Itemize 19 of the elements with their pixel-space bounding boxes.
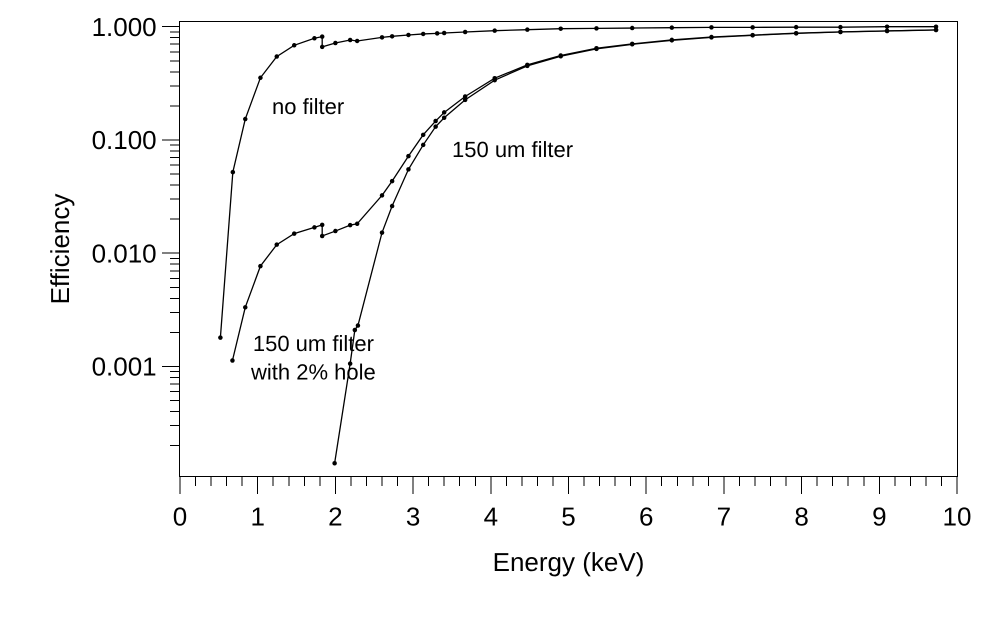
y-tick-label: 0.001 bbox=[92, 352, 157, 382]
x-tick-label: 4 bbox=[484, 501, 498, 532]
x-tick-label: 9 bbox=[872, 501, 887, 532]
y-tick-label: 0.010 bbox=[92, 238, 157, 268]
x-tick-label: 3 bbox=[406, 501, 420, 532]
x-tick-label: 2 bbox=[328, 501, 343, 532]
y-tick-label: 0.100 bbox=[92, 125, 157, 156]
x-tick-label: 1 bbox=[250, 501, 265, 532]
x-axis-title: Energy (keV) bbox=[492, 547, 644, 578]
y-tick-label: 1.000 bbox=[92, 12, 157, 42]
series-label: 150 um filter bbox=[452, 137, 574, 162]
x-tick-label: 0 bbox=[172, 501, 188, 532]
x-tick-label: 10 bbox=[942, 501, 972, 532]
x-tick-label: 5 bbox=[561, 501, 576, 532]
x-tick-label: 7 bbox=[716, 501, 732, 532]
x-tick-label: 6 bbox=[638, 501, 654, 532]
series-label: no filter bbox=[272, 94, 344, 119]
y-axis-title: Efficiency bbox=[44, 194, 75, 304]
x-tick-label: 8 bbox=[794, 501, 809, 532]
